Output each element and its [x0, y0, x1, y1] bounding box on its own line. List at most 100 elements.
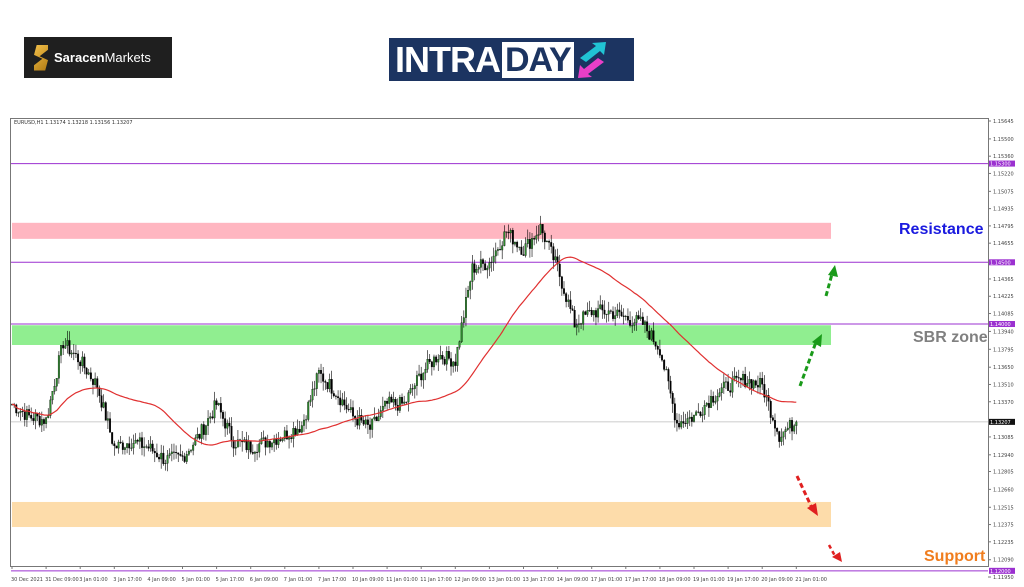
candle — [170, 443, 173, 462]
bull-candle-body — [479, 259, 482, 268]
bull-candle-body — [665, 369, 668, 371]
bull-candle-body — [509, 230, 512, 234]
candle — [366, 415, 369, 435]
candle — [682, 411, 685, 428]
bull-candle-body — [25, 409, 28, 420]
candle — [422, 372, 425, 389]
bear-candle-body — [678, 423, 681, 428]
candle — [277, 431, 280, 449]
bull-candle-body — [51, 391, 54, 401]
bull-candle-body — [554, 256, 557, 261]
bear-candle-body — [774, 420, 776, 429]
candle — [141, 431, 143, 456]
bull-candle-body — [384, 401, 386, 407]
bull-candle-body — [503, 231, 506, 246]
bear-candle-body — [15, 404, 18, 414]
bull-candle-body — [271, 442, 273, 448]
bull-candle-body — [501, 245, 504, 251]
candle — [605, 313, 608, 323]
candle — [458, 340, 461, 350]
candle — [339, 390, 342, 413]
candle — [756, 375, 759, 394]
bear-candle-body — [735, 375, 738, 378]
bear-candle-body — [268, 441, 271, 448]
candle — [731, 371, 734, 398]
bear-candle-body — [673, 403, 676, 421]
bear-candle-body — [601, 304, 604, 311]
candle — [599, 295, 602, 310]
bear-candle-body — [155, 452, 158, 458]
x-tick-label: 14 Jan 09:00 — [557, 577, 589, 583]
candle — [96, 376, 99, 398]
bull-candle-body — [266, 441, 269, 448]
bear-candle-body — [661, 355, 663, 361]
level-price-tag: 1.14000 — [990, 322, 1011, 328]
candle — [703, 400, 706, 420]
candle — [213, 391, 216, 424]
support-label: Support — [924, 548, 986, 565]
bear-candle-body — [450, 358, 452, 367]
candle — [236, 430, 239, 448]
bull-candle-body — [34, 413, 37, 421]
candle — [514, 241, 516, 247]
candle — [712, 391, 715, 407]
candle — [473, 259, 476, 281]
bear-candle-body — [618, 309, 621, 313]
candle — [72, 344, 75, 361]
candle — [354, 415, 357, 427]
candle — [597, 300, 600, 323]
bear-candle-body — [251, 452, 254, 454]
candle — [522, 245, 525, 256]
bear-candle-body — [573, 310, 576, 328]
bull-candle-body — [377, 416, 380, 422]
bull-candle-body — [477, 267, 480, 270]
bear-candle-body — [202, 424, 205, 435]
level-price-tag-bg — [989, 259, 1015, 266]
candle — [769, 399, 772, 425]
candle — [614, 306, 617, 326]
bear-candle-body — [712, 396, 715, 403]
candle — [697, 403, 700, 414]
x-tick-label: 17 Jan 17:00 — [625, 577, 657, 583]
candle — [693, 414, 695, 423]
bear-candle-body — [558, 263, 561, 277]
bear-candle-body — [543, 232, 546, 243]
red-arrow-head-icon — [832, 552, 842, 562]
bull-candle-body — [460, 322, 463, 342]
candle — [179, 444, 182, 457]
y-tick-label: 1.14935 — [993, 207, 1014, 213]
bull-candle-body — [379, 410, 382, 417]
bear-candle-body — [113, 443, 116, 447]
candle — [117, 439, 120, 454]
candle — [558, 254, 561, 287]
candle — [305, 415, 308, 430]
bull-candle-body — [341, 399, 344, 406]
bull-candle-body — [258, 443, 261, 453]
bear-candle-body — [396, 404, 399, 411]
candle — [53, 379, 56, 395]
candle — [720, 383, 723, 401]
candle — [665, 366, 668, 371]
bear-candle-body — [175, 452, 178, 454]
candle — [43, 417, 45, 431]
candle — [64, 338, 67, 349]
candle — [247, 435, 250, 459]
candle — [130, 438, 133, 452]
bear-candle-body — [158, 456, 161, 460]
candle — [556, 248, 559, 272]
candle — [586, 302, 589, 317]
candle — [646, 315, 649, 339]
candle — [411, 383, 414, 396]
current-price-tag-bg — [989, 418, 1015, 425]
y-tick-label: 1.14655 — [993, 241, 1014, 247]
bear-candle-body — [658, 349, 661, 356]
candle — [74, 344, 77, 358]
bear-candle-body — [641, 316, 644, 325]
candle — [111, 432, 114, 446]
candle — [499, 239, 502, 251]
bull-candle-body — [722, 381, 725, 388]
candle — [341, 392, 344, 407]
x-tick-label: 19 Jan 01:00 — [693, 577, 725, 583]
candle — [187, 448, 190, 456]
